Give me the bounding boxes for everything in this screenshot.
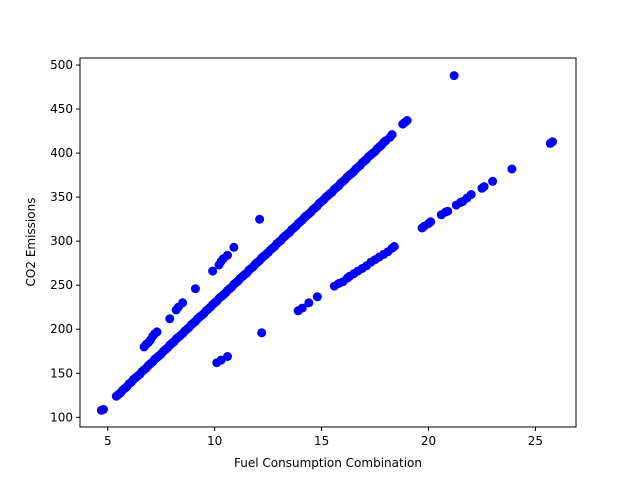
y-axis: 100 150 200 250 300 350 400 450 500 <box>50 58 80 424</box>
data-point <box>304 298 314 308</box>
data-point <box>466 190 476 199</box>
data-point <box>443 206 453 216</box>
y-tick-label: 350 <box>50 190 73 204</box>
plot-frame <box>79 57 577 428</box>
data-point <box>255 214 265 224</box>
y-tick-label: 100 <box>50 410 73 424</box>
data-point <box>426 217 436 227</box>
y-tick-label: 300 <box>50 234 73 248</box>
data-point <box>479 182 489 192</box>
y-tick-label: 150 <box>50 366 73 380</box>
points-layer <box>96 71 557 415</box>
data-point <box>208 266 218 276</box>
data-point <box>507 164 517 174</box>
data-point <box>312 292 322 302</box>
x-tick-label: 10 <box>207 434 222 448</box>
y-tick-label: 450 <box>50 102 73 116</box>
data-point <box>165 314 175 324</box>
data-point <box>389 242 399 251</box>
data-point <box>99 404 108 414</box>
data-point <box>229 242 239 252</box>
x-tick-label: 5 <box>104 434 112 448</box>
y-tick-label: 400 <box>50 146 73 160</box>
x-tick-label: 20 <box>421 434 436 448</box>
x-axis: 5 10 15 20 25 <box>104 427 543 448</box>
data-point <box>152 327 162 337</box>
y-tick-label: 200 <box>50 322 73 336</box>
data-point <box>178 298 188 308</box>
x-tick-label: 15 <box>314 434 329 448</box>
data-point <box>223 250 232 260</box>
data-point <box>449 71 459 81</box>
data-point <box>488 176 498 186</box>
x-axis-label: Fuel Consumption Combination <box>234 456 422 470</box>
y-tick-label: 500 <box>50 58 73 72</box>
data-point <box>297 303 307 313</box>
x-tick-label: 25 <box>528 434 543 448</box>
data-point <box>223 352 232 361</box>
data-point <box>190 284 200 294</box>
data-point <box>387 130 397 140</box>
data-point <box>257 328 267 338</box>
data-point <box>402 116 412 125</box>
y-axis-label: CO2 Emissions <box>24 198 38 287</box>
y-tick-label: 250 <box>50 278 73 292</box>
data-point <box>548 137 557 147</box>
